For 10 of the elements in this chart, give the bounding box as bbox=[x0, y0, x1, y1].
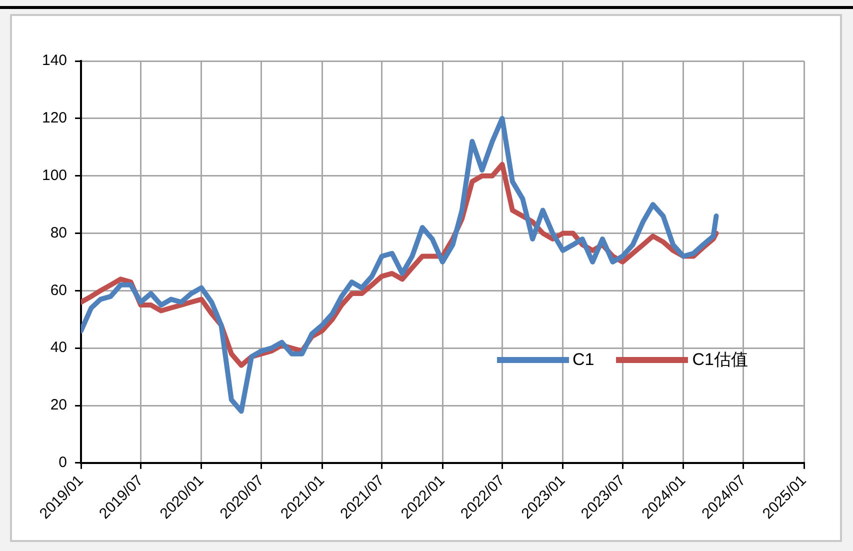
y-tick-label: 20 bbox=[50, 396, 68, 414]
y-tick-label: 140 bbox=[42, 52, 68, 70]
y-tick-label: 40 bbox=[50, 339, 68, 356]
y-tick-label: 0 bbox=[58, 454, 68, 472]
legend-label: C1 bbox=[572, 350, 594, 370]
y-tick-label: 100 bbox=[42, 166, 68, 184]
y-tick-label: 120 bbox=[42, 110, 68, 127]
y-tick-label: 80 bbox=[50, 224, 68, 242]
legend-label: C1估值 bbox=[692, 349, 748, 371]
y-tick-label: 60 bbox=[50, 282, 68, 299]
